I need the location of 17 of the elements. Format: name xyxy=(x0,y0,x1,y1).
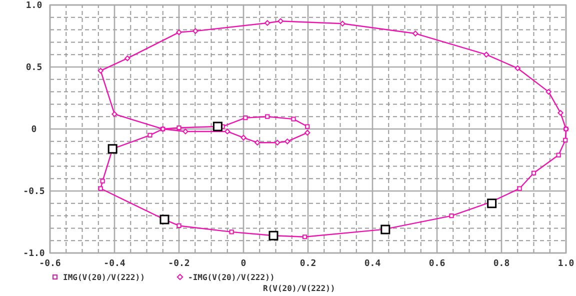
y-tick-label: 0 xyxy=(31,125,37,135)
x-tick-label: -0.4 xyxy=(104,259,126,269)
y-tick-label: 1.0 xyxy=(26,1,42,11)
x-tick-label: 0.8 xyxy=(493,259,510,269)
x-tick-label: -0.2 xyxy=(168,259,190,269)
x-tick-label: 1.0 xyxy=(558,259,574,269)
x-axis-title: R(V(20)/V(222)) xyxy=(263,284,336,293)
x-tick-label: -0.6 xyxy=(39,259,61,269)
x-tick-label: 0 xyxy=(240,259,246,269)
y-tick-label: -0.5 xyxy=(23,187,45,197)
legend-label: IMG(V(20)/V(222)) xyxy=(63,273,145,282)
x-tick-label: 0.4 xyxy=(364,259,382,269)
legend-label: -IMG(V(20)/V(222)) xyxy=(188,273,275,282)
y-tick-label: -1.0 xyxy=(23,249,45,259)
y-tick-label: 0.5 xyxy=(26,63,42,73)
x-tick-label: 0.6 xyxy=(428,259,446,269)
x-tick-label: 0.2 xyxy=(300,259,316,269)
